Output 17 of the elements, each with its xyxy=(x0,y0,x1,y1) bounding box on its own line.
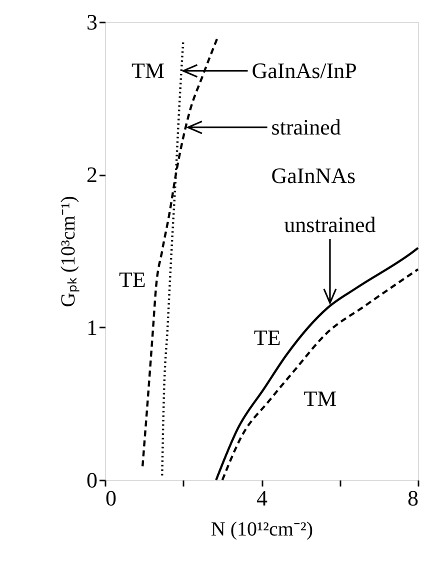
annotation: GaInAs/InP xyxy=(252,58,357,83)
x-tick-label: 8 xyxy=(408,486,418,510)
y-tick-label: 3 xyxy=(86,10,98,34)
annotation: GaInNAs xyxy=(271,163,356,188)
x-tick-label: 0 xyxy=(106,486,116,510)
y-tick-label: 1 xyxy=(86,314,98,340)
annotation: strained xyxy=(271,114,341,140)
x-tick-label: 4 xyxy=(256,486,268,510)
y-tick-label: 0 xyxy=(86,468,98,492)
y-tick-label: 2 xyxy=(86,162,98,188)
annotation: unstrained xyxy=(284,212,376,238)
annotation: TE xyxy=(254,325,281,350)
annotation: TE xyxy=(118,267,146,292)
annotation: TM xyxy=(132,58,165,83)
y-axis-title: Gₚₖ (10³cm⁻¹) xyxy=(58,196,80,308)
annotation: TM xyxy=(304,386,337,412)
x-axis-title: N (10¹²cm⁻²) xyxy=(210,518,314,540)
